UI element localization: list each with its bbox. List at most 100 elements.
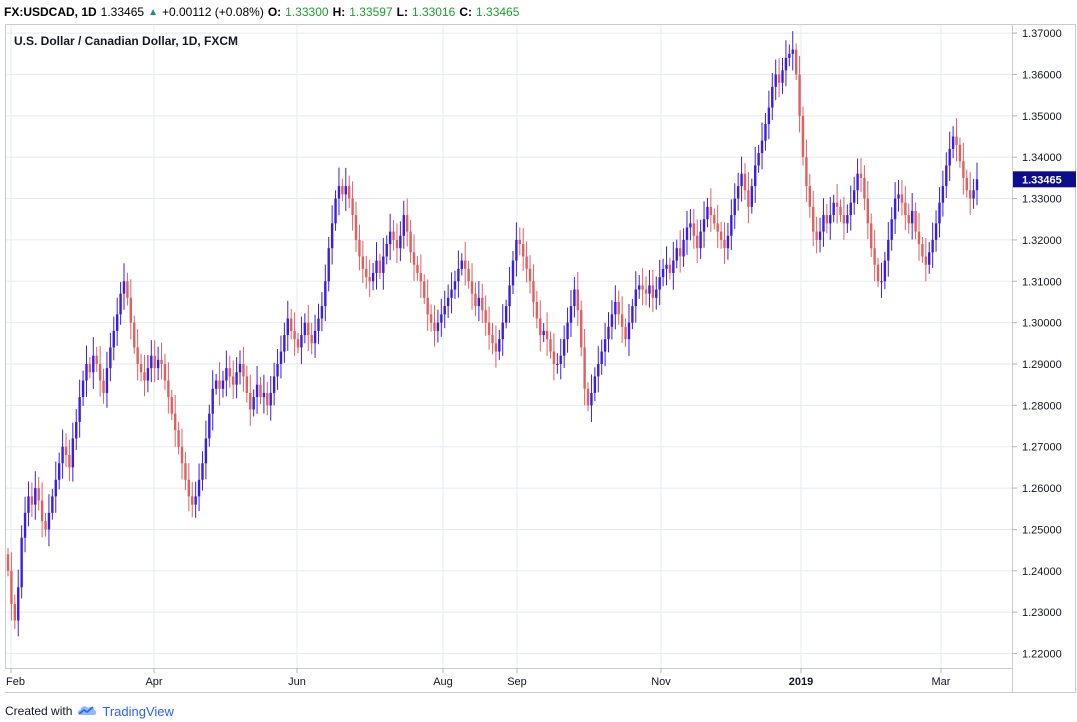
tradingview-link[interactable]: TradingView [102, 703, 174, 719]
candle [706, 197, 709, 228]
candle-body [757, 153, 760, 166]
candle [368, 259, 371, 297]
candle [699, 219, 702, 259]
candle [139, 353, 143, 382]
candle-body [474, 293, 477, 307]
candle [815, 216, 818, 254]
candle-body [696, 235, 699, 249]
candle-body [917, 231, 921, 245]
candle-body [57, 463, 61, 480]
candles [6, 31, 979, 637]
candle-body [433, 322, 436, 331]
candle-body [27, 496, 30, 513]
candle-body [238, 363, 242, 373]
candle-body [194, 496, 197, 505]
candle [866, 181, 870, 240]
candle [307, 304, 310, 352]
candle [801, 106, 805, 166]
candle-body [388, 231, 392, 245]
candlestick-chart[interactable]: U.S. Dollar / Canadian Dollar, 1D, FXCM … [0, 24, 1077, 694]
candle-body [481, 297, 484, 311]
candle-body [955, 136, 958, 145]
candle-body [139, 363, 143, 373]
candle-body [873, 248, 876, 265]
candle-body [849, 202, 852, 216]
candle [907, 203, 910, 234]
candle [477, 281, 481, 322]
candle [276, 348, 279, 390]
candle-body [365, 268, 368, 278]
candle-body [883, 260, 887, 282]
candle [552, 333, 556, 381]
candle [126, 272, 129, 306]
candle-body [102, 380, 105, 393]
candle-body [556, 363, 559, 365]
candle [641, 268, 644, 306]
candle [249, 374, 252, 426]
candle-body [358, 239, 361, 257]
candle-body [204, 438, 208, 464]
time-tick-label: 2019 [789, 676, 813, 688]
candle-body [423, 281, 426, 298]
candle [112, 316, 115, 361]
candle [75, 409, 78, 450]
time-tick-label: Feb [6, 676, 25, 688]
candle-body [586, 388, 590, 406]
candle [208, 404, 211, 447]
candle-body [562, 339, 566, 356]
candle [603, 322, 607, 367]
candle [638, 275, 641, 299]
candle [412, 234, 416, 281]
chart-title: U.S. Dollar / Canadian Dollar, 1D, FXCM [14, 34, 238, 48]
candle [965, 169, 968, 198]
candle [341, 178, 344, 202]
candle [221, 370, 225, 398]
price-tick-label: 1.36000 [1022, 69, 1062, 81]
candle [842, 196, 846, 240]
price-tick-label: 1.24000 [1022, 566, 1062, 578]
candle-body [153, 355, 156, 369]
candle-body [392, 231, 395, 240]
candle [781, 57, 784, 94]
candle-body [928, 252, 931, 265]
candle [504, 299, 508, 329]
candle [30, 482, 34, 518]
candle [64, 433, 68, 468]
open-value: 1.33300 [285, 5, 329, 19]
candle [344, 167, 347, 211]
candle-body [296, 339, 300, 348]
candle [361, 240, 365, 283]
candle-body [167, 380, 170, 398]
price-tick-label: 1.30000 [1022, 318, 1062, 330]
cloud-logo-icon[interactable] [76, 703, 98, 720]
candle-body [136, 347, 139, 364]
candle [651, 269, 655, 312]
candle-body [794, 49, 798, 75]
candle [133, 315, 136, 354]
candle-body [791, 49, 794, 54]
candle-body [692, 223, 696, 236]
candle-body [484, 310, 487, 323]
candle-body [733, 198, 736, 216]
candle-body [436, 322, 440, 331]
candle-body [371, 272, 375, 282]
last-price: 1.33465 [100, 5, 145, 19]
candle-body [904, 202, 907, 216]
candle-body [924, 256, 928, 265]
chart-area[interactable]: U.S. Dollar / Canadian Dollar, 1D, FXCM … [0, 24, 1077, 694]
candle-body [774, 74, 777, 87]
candle-body [624, 326, 627, 340]
candle [846, 204, 849, 233]
candle-body [494, 343, 498, 352]
candle [242, 346, 245, 392]
high-label: H: [332, 5, 346, 19]
candle [6, 548, 10, 577]
candle-body [634, 289, 638, 307]
candle [545, 312, 549, 356]
price-tick-label: 1.33000 [1022, 194, 1062, 206]
candle-body [406, 215, 409, 232]
candle [556, 353, 559, 374]
candle [218, 362, 221, 406]
candle-body [180, 446, 184, 464]
candle-body [337, 186, 341, 199]
